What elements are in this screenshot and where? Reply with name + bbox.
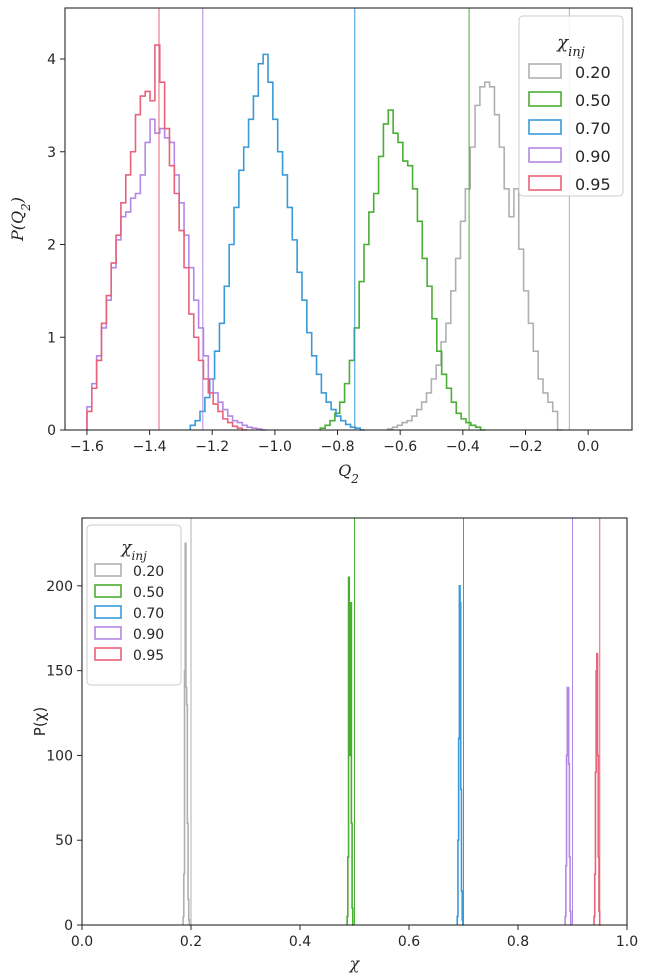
chart1-legend-title: χinj [555,32,584,60]
chart2-series-0.70 [456,518,464,926]
chart1-x-axis-label: Q2 [338,461,359,485]
chart1-legend-swatch-0.90 [528,147,562,163]
chart1-legend: χinj 0.20 0.50 0.70 0.90 0.95 [518,15,624,197]
chart1-y-axis-label: P(Q2) [8,197,33,242]
chart2-legend-label: 0.90 [133,627,164,643]
chart1-histogram-0.50 [319,109,486,431]
chart1-frame [64,7,633,431]
chart1-histogram-0.95 [86,44,248,431]
chart2-series-0.20 [182,518,192,926]
chart2-x-tick-label: 1.0 [616,934,638,950]
chart2-frame [81,517,628,926]
chart1-y-tick-label: 1 [47,330,56,346]
chart1-legend-label: 0.50 [575,91,611,110]
chart-q2-distribution: −1.6 −1.4 −1.2 −1.0 −0.8 −0.6 −0.4 −0.2 0.0 0 1 2 3 4… [8,7,633,485]
chart1-legend-label: 0.20 [575,63,611,82]
chart2-y-axis-label: P(χ) [31,707,49,736]
chart1-legend-label: 0.95 [575,175,611,194]
chart2-y-tick-label: 0 [64,918,73,934]
chart2-x-tick-label: 0.4 [289,934,311,950]
chart-chi-distribution: 0.0 0.2 0.4 0.6 0.8 1.0050100150200χP(χ)χinj0… [31,517,638,973]
chart2-legend-box [86,524,182,686]
chart1-legend-box [518,15,624,197]
chart2-x-axis-label: χ [349,954,361,973]
chart1-legend-label: 0.70 [575,119,611,138]
chart1-x-tick-label: −0.6 [383,439,417,455]
chart2-legend-label: 0.20 [133,564,164,580]
chart2-legend-swatch-0.90 [94,626,122,640]
chart1-x-tick-label: −0.8 [321,439,355,455]
chart2-x-tick-label: 0.0 [71,934,93,950]
chart1-x-tick-label: −1.6 [70,439,104,455]
chart1-legend-swatch-0.20 [528,63,562,79]
chart2-legend-swatch-0.50 [94,584,122,598]
chart2-x-tick-label: 0.8 [507,934,529,950]
chart2-legend-label: 0.50 [133,585,164,601]
chart2-legend-label: 0.70 [133,606,164,622]
chart2-histogram-0.95 [593,652,601,926]
chart1-y-tick-label: 2 [47,238,56,254]
chart1-x-tick-label: −1.2 [195,439,229,455]
chart1-x-tick-label: 0.0 [577,439,599,455]
chart2-series-0.50 [346,518,355,926]
chart1-histogram-0.20 [386,81,563,431]
chart1-y-tick-label: 3 [47,145,56,161]
chart2-histogram-0.90 [564,686,572,926]
chart2-y-tick-label: 150 [46,664,73,680]
chart1-x-tick-label: −0.2 [508,439,542,455]
chart1-histogram-0.70 [189,53,366,431]
chart1-legend-swatch-0.95 [528,175,562,191]
chart2-legend-swatch-0.95 [94,647,122,661]
chart1-x-tick-label: −0.4 [446,439,480,455]
chart2-legend-label: 0.95 [133,648,164,664]
chart2-histogram-0.70 [456,585,464,926]
chart2-x-tick-label: 0.2 [180,934,202,950]
chart2-x-tick-label: 0.6 [398,934,420,950]
chart1-y-tick-label: 4 [47,52,56,68]
chart1-series-0.50 [319,8,486,431]
chart1-legend-swatch-0.70 [528,119,562,135]
chart1-y-tick-label: 0 [47,423,56,439]
chart2-series-0.90 [564,518,573,926]
chart2-y-tick-label: 200 [46,579,73,595]
chart1-x-tick-label: −1.4 [133,439,167,455]
chart2-y-tick-label: 50 [55,833,73,849]
chart2-histogram-0.50 [346,576,354,926]
chart2-legend-swatch-0.20 [94,563,122,577]
chart2-legend-swatch-0.70 [94,605,122,619]
chart2-series-0.95 [593,518,601,926]
chart2-histogram-0.20 [182,542,191,926]
chart1-series-0.95 [86,8,248,431]
chart1-legend-label: 0.90 [575,147,611,166]
chart1-legend-swatch-0.50 [528,91,562,107]
chart2-y-tick-label: 100 [46,748,73,764]
chart1-series-0.70 [189,8,366,431]
chart1-x-tick-label: −1.0 [258,439,292,455]
chart2-legend-title: χinj [120,538,147,563]
